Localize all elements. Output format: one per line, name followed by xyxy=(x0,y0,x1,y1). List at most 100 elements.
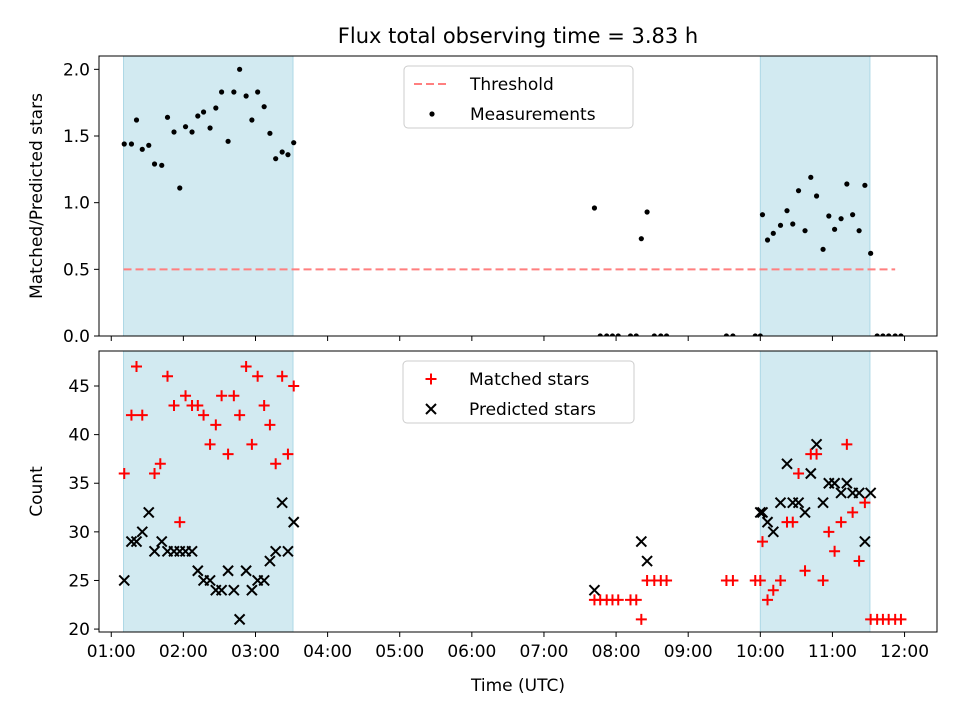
x-tick-label: 02:00 xyxy=(159,642,208,662)
measurement-point xyxy=(164,114,171,120)
shaded-interval xyxy=(123,351,294,632)
measurement-point xyxy=(146,142,152,148)
y-tick-label: 35 xyxy=(68,474,90,494)
measurement-point xyxy=(597,333,603,336)
matched-star-point xyxy=(835,516,847,528)
matched-star-point xyxy=(216,390,228,402)
measurement-point xyxy=(615,333,621,336)
measurement-point xyxy=(128,141,135,147)
y-tick-label: 45 xyxy=(68,377,90,397)
plot-area xyxy=(121,56,904,336)
matched-star-point xyxy=(180,390,192,402)
measurement-point xyxy=(255,89,261,95)
predicted-star-point xyxy=(792,496,805,509)
measurement-point xyxy=(171,129,177,135)
measurement-point xyxy=(759,212,766,218)
legend-label: Measurements xyxy=(470,105,596,125)
predicted-star-point xyxy=(781,458,793,470)
matched-star-point xyxy=(168,399,180,411)
predicted-star-point xyxy=(767,526,780,538)
predicted-star-point xyxy=(276,496,288,509)
matched-star-point xyxy=(823,526,835,538)
measurement-point xyxy=(195,113,201,119)
legend: Threshold Measurements xyxy=(403,65,634,129)
matched-star-point xyxy=(630,594,642,606)
predicted-star-point xyxy=(156,535,168,548)
measurement-point xyxy=(273,156,279,162)
x-tick-label: 01:00 xyxy=(87,642,136,662)
matched-star-point xyxy=(787,516,799,528)
bottom-panel: 20 25 30 35 40 45 01:00 02:00 03:00 04:00 05:00 06:… xyxy=(27,350,938,696)
x-tick-label: 05:00 xyxy=(375,642,424,662)
predicted-star-point xyxy=(228,584,240,596)
measurement-point xyxy=(831,226,838,232)
matched-star-point xyxy=(859,497,871,509)
measurement-point xyxy=(189,129,195,135)
measurement-point xyxy=(795,188,802,194)
matched-star-point xyxy=(240,361,252,373)
matched-star-point xyxy=(228,390,240,402)
measurement-point xyxy=(770,230,776,236)
measurement-point xyxy=(267,130,273,136)
predicted-star-point xyxy=(264,555,276,567)
measurement-point xyxy=(790,221,796,227)
matched-star-point xyxy=(853,555,865,567)
shaded-interval xyxy=(123,56,294,336)
matched-star-point xyxy=(661,574,673,586)
predicted-star-point xyxy=(635,535,648,548)
predicted-star-point xyxy=(136,526,148,538)
measurement-point xyxy=(182,124,189,130)
measurement-point xyxy=(723,333,730,336)
matched-star-point xyxy=(841,438,853,450)
predicted-star-point xyxy=(859,535,871,548)
measurement-point xyxy=(261,104,267,110)
legend-label: Threshold xyxy=(469,75,554,95)
measurement-point xyxy=(638,236,644,242)
matched-star-point xyxy=(288,380,300,392)
matched-star-point xyxy=(136,409,148,421)
plot-area xyxy=(118,351,907,632)
x-tick-label: 10:00 xyxy=(736,642,785,662)
predicted-star-point xyxy=(841,477,853,489)
measurement-point xyxy=(826,213,832,219)
measurement-point xyxy=(604,333,610,336)
matched-star-point xyxy=(775,574,787,586)
matched-star-point xyxy=(847,506,859,518)
matched-star-point xyxy=(767,584,779,596)
measurement-point xyxy=(820,246,826,252)
measurement-point xyxy=(802,228,808,234)
matched-star-point xyxy=(131,361,143,373)
measurement-point xyxy=(764,237,771,243)
matched-star-point xyxy=(192,399,204,411)
measurement-point xyxy=(139,146,145,152)
measurement-point xyxy=(844,181,850,187)
axes-frame xyxy=(98,55,938,337)
measurement-point xyxy=(231,89,237,95)
predicted-star-point xyxy=(756,506,769,519)
measurement-point xyxy=(813,193,820,199)
predicted-star-point xyxy=(118,574,130,587)
measurement-point xyxy=(633,333,639,336)
predicted-star-point xyxy=(192,565,204,577)
y-tick-label: 25 xyxy=(68,571,90,591)
matched-star-point xyxy=(149,468,161,480)
predicted-star-point xyxy=(204,574,216,587)
legend-label: Matched stars xyxy=(469,370,589,390)
legend-measurement-swatch xyxy=(429,111,435,117)
matched-star-point xyxy=(258,399,270,411)
measurement-point xyxy=(862,182,868,188)
predicted-star-point xyxy=(130,535,143,548)
matched-star-point xyxy=(895,613,907,625)
matched-star-point xyxy=(270,458,282,470)
matched-star-point xyxy=(793,468,805,480)
x-tick-label: 08:00 xyxy=(592,642,641,662)
predicted-star-point xyxy=(588,584,601,596)
measurement-point xyxy=(658,333,664,336)
measurement-point xyxy=(644,209,650,215)
matched-star-point xyxy=(756,536,768,548)
predicted-star-point xyxy=(774,496,787,509)
measurement-point xyxy=(850,212,856,218)
measurement-point xyxy=(121,141,127,147)
measurement-point xyxy=(856,228,862,234)
matched-star-point xyxy=(210,419,222,431)
